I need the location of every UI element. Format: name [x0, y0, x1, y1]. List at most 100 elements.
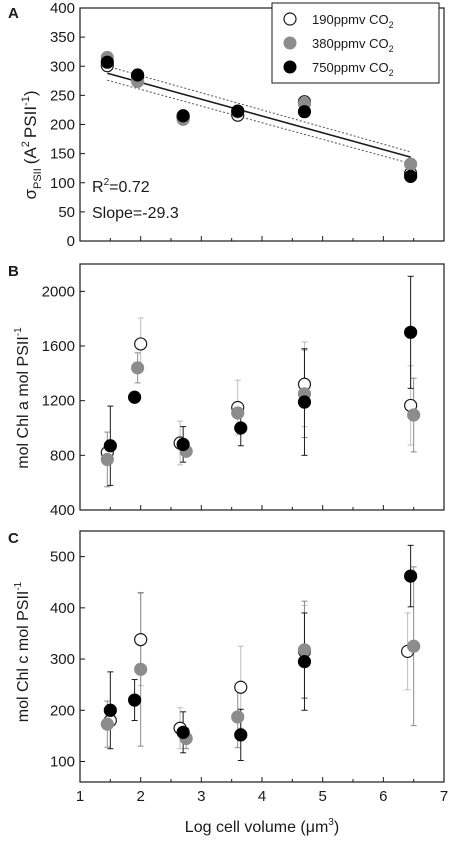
panel-a-ytick-label: 50: [58, 204, 75, 221]
data-point-750: [404, 325, 418, 339]
panel-a-ylabel-sup: 2: [20, 141, 32, 147]
panel-a-y-axis-title: σPSII(A2PSII-1): [20, 91, 44, 200]
data-point-750: [297, 655, 312, 669]
legend-marker-190: [283, 12, 297, 26]
panel-a-fit-line: [107, 72, 411, 158]
data-point-380: [297, 643, 312, 657]
panel-b-plot-frame: [79, 263, 445, 511]
panel-a-ylabel-main: σ: [21, 189, 40, 200]
svg-text:σPSII(A2PSII-1): σPSII(A2PSII-1): [20, 91, 44, 200]
panel-b-ytick-label: 2000: [42, 283, 75, 300]
data-point-750: [234, 421, 248, 435]
panel-c-points: [100, 569, 421, 746]
panel-a-ytick-label: 100: [50, 175, 75, 192]
data-point-750: [176, 437, 190, 451]
data-point-750: [297, 395, 312, 409]
panel-b-points: [100, 325, 421, 467]
panel-a-ytick-label: 250: [50, 87, 75, 104]
data-point-750: [234, 728, 248, 742]
data-point-380: [407, 408, 421, 422]
data-point-750: [103, 439, 117, 453]
panel-b-ytick-label: 800: [50, 447, 75, 464]
data-point-750: [404, 569, 418, 583]
panel-c-xtick-label: 5: [318, 788, 326, 805]
panel-b-ylabel: mol Chl a mol PSII: [15, 336, 32, 468]
panel-c-ylabel: mol Chl c mol PSII: [15, 591, 32, 723]
data-point-750: [297, 105, 312, 119]
data-point-380: [131, 361, 145, 375]
data-point-380: [404, 157, 418, 171]
legend-label-750: 750ppmv CO2: [312, 60, 394, 78]
panel-b-x-ticks: [79, 505, 445, 510]
panel-b-y-axis-title: mol Chl a mol PSII-1: [13, 327, 32, 469]
panel-a-points: [100, 50, 418, 183]
panel-c: C mol Chl c mol PSII-1 100 200 300 400 500 1…: [8, 530, 448, 836]
panel-a-ylabel-sup2: -1: [20, 96, 32, 106]
panel-c-x-axis-title: Log cell volume (μm3): [185, 817, 339, 836]
panel-a-ci-lower: [107, 79, 411, 165]
panel-a-y-ticks: 0 50 100 150 200 250 300 350 400: [50, 0, 85, 250]
panel-a-ytick-label: 200: [50, 117, 75, 134]
panel-a: A σPSII(A2PSII-1) 0501001502002503003504…: [8, 0, 445, 250]
panel-c-label: C: [8, 530, 19, 547]
panel-c-xtick-label: 4: [258, 788, 266, 805]
panel-c-error-bars: [104, 544, 417, 761]
data-point-750: [128, 693, 142, 707]
legend-label-380: 380ppmv CO2: [312, 36, 394, 54]
data-point-750: [131, 68, 145, 82]
data-point-380: [100, 452, 114, 467]
data-point-750: [128, 390, 142, 404]
panel-c-y-axis-title: mol Chl c mol PSII-1: [13, 581, 32, 722]
panel-b-label: B: [8, 263, 19, 280]
data-point-750: [103, 703, 117, 717]
data-point-380: [231, 710, 245, 724]
panel-c-xtick-label: 7: [440, 788, 448, 805]
data-point-190: [134, 337, 148, 351]
panel-a-label: A: [8, 5, 19, 22]
panel-c-y-ticks: 100 200 300 400 500: [50, 549, 85, 771]
legend-label-190: 190ppmv CO2: [312, 12, 394, 30]
data-point-380: [231, 406, 245, 420]
legend-marker-380: [283, 36, 297, 50]
panel-c-ytick-label: 200: [50, 702, 75, 719]
svg-text:mol Chl c mol PSII-1: mol Chl c mol PSII-1: [13, 581, 32, 722]
panel-c-ytick-label: 100: [50, 754, 75, 771]
panel-a-legend-box: [271, 2, 440, 84]
data-point-380: [100, 717, 114, 731]
panel-a-ylabel-close: ): [21, 91, 40, 97]
panel-a-r2-annotation: R2=0.72: [92, 177, 150, 196]
panel-c-xtick-label: 2: [136, 788, 144, 805]
panel-a-ytick-label: 150: [50, 146, 75, 163]
data-point-190: [134, 632, 148, 647]
panel-a-legend: 190ppmv CO2 380ppmv CO2 750ppmv CO2: [271, 2, 440, 84]
data-point-750: [176, 109, 190, 123]
data-point-750: [231, 104, 245, 118]
panel-b-ytick-label: 1200: [42, 393, 75, 410]
svg-text:mol Chl a mol PSII-1: mol Chl a mol PSII-1: [13, 327, 32, 469]
panel-c-xtick-label: 1: [76, 788, 84, 805]
panel-c-x-ticks: 1 2 3 4 5 6 7: [76, 777, 448, 805]
data-point-750: [100, 55, 114, 69]
panel-a-ci-upper: [107, 65, 411, 153]
panel-a-ytick-label: 400: [50, 0, 75, 17]
panel-c-xtick-label: 6: [379, 788, 387, 805]
panel-a-ytick-label: 300: [50, 58, 75, 75]
data-point-380: [134, 662, 148, 676]
panel-a-ylabel-rest2: PSII: [21, 106, 40, 138]
panel-b-ytick-label: 1600: [42, 338, 75, 355]
panel-a-fit: [107, 65, 411, 165]
data-point-380: [407, 639, 421, 653]
panel-b: B mol Chl a mol PSII-1 400 800 1200 1600 200…: [8, 263, 445, 519]
panel-a-ylabel-rest: (A: [21, 147, 40, 165]
panel-b-ytick-label: 400: [50, 502, 75, 519]
data-point-190: [234, 680, 248, 694]
panel-c-ytick-label: 400: [50, 600, 75, 617]
panel-a-ylabel-sub: PSII: [32, 168, 44, 189]
data-point-750: [176, 725, 190, 739]
panel-a-ytick-label: 0: [67, 233, 75, 250]
panel-b-error-bars: [104, 275, 417, 488]
panel-a-slope-annotation: Slope=-29.3: [92, 205, 179, 222]
panel-c-ylabel-sup: -1: [13, 581, 24, 590]
panel-a-ytick-label: 350: [50, 29, 75, 46]
